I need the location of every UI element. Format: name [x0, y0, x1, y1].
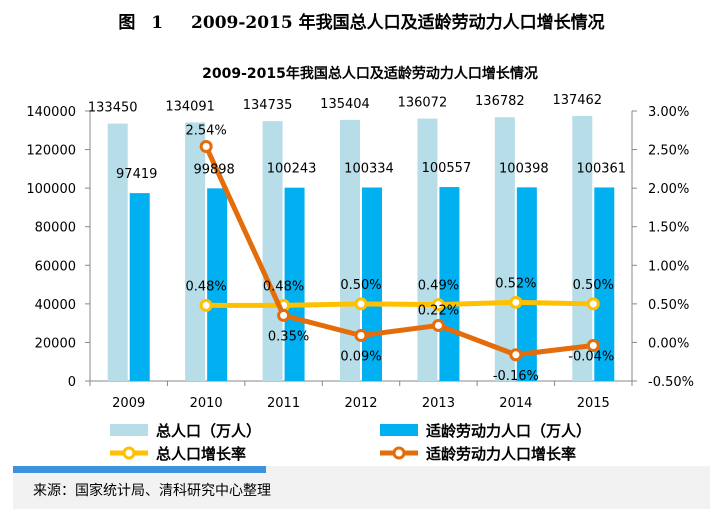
- bar-label-working-age: 100361: [576, 161, 626, 176]
- source-note: 来源：国家统计局、清科研究中心整理: [13, 473, 710, 509]
- y-left-tick-label: 80000: [35, 221, 76, 236]
- label-working-age-growth: 0.22%: [418, 303, 459, 318]
- bar-label-working-age: 100398: [499, 161, 549, 176]
- point-total-growth: [586, 297, 600, 311]
- bar-label-working-age: 97419: [116, 167, 157, 182]
- bar-total-population: [185, 122, 206, 381]
- y-right-tick-label: -0.50%: [648, 375, 694, 390]
- label-working-age-growth: 2.54%: [185, 123, 226, 138]
- figure-label: 图: [118, 13, 136, 33]
- legend-marker: [392, 446, 406, 460]
- point-working-age-growth: [431, 318, 445, 332]
- figure-title: 图 1 2009-2015 年我国总人口及适龄劳动力人口增长情况: [0, 8, 723, 33]
- label-working-age-growth: 0.09%: [340, 349, 381, 364]
- legend-label: 总人口增长率: [156, 445, 246, 463]
- point-working-age-growth: [509, 348, 523, 362]
- x-tick-label: 2011: [267, 396, 300, 411]
- bar-total-population: [417, 118, 438, 381]
- legend-item: 适龄劳动力人口（万人）: [380, 422, 591, 440]
- y-right-tick-label: 2.50%: [648, 144, 689, 159]
- x-tick-label: 2013: [422, 396, 455, 411]
- label-working-age-growth: -0.04%: [568, 350, 614, 365]
- label-total-growth: 0.48%: [263, 279, 304, 294]
- chart-title: 2009-2015年我国总人口及适龄劳动力人口增长情况: [202, 65, 538, 82]
- population-chart: 2009-2015年我国总人口及适龄劳动力人口增长情况 0 20000 40000 6…: [26, 65, 694, 463]
- y-left-tick-label: 60000: [35, 259, 76, 274]
- y-right-tick-label: 0.00%: [648, 336, 689, 351]
- y-left-tick-label: 20000: [35, 336, 76, 351]
- y-left-tick-label: 100000: [26, 182, 76, 197]
- y-right-tick-label: 3.00%: [648, 105, 689, 120]
- x-tick-label: 2014: [499, 396, 532, 411]
- bar-label-working-age: 100557: [422, 161, 472, 176]
- label-total-growth: 0.48%: [185, 279, 226, 294]
- figure-title-text: 2009-2015 年我国总人口及适龄劳动力人口增长情况: [191, 13, 605, 33]
- legend-swatch: [110, 424, 148, 436]
- bar-total-population: [494, 117, 515, 381]
- label-total-growth: 0.49%: [418, 279, 459, 294]
- x-tick-label: 2009: [112, 396, 145, 411]
- legend-label: 总人口（万人）: [156, 422, 261, 440]
- x-tick-label: 2015: [577, 396, 610, 411]
- point-working-age-growth: [277, 308, 291, 322]
- legend-item: 适龄劳动力人口增长率: [380, 445, 576, 463]
- y-left-tick-label: 40000: [35, 298, 76, 313]
- y-right-tick-label: 2.00%: [648, 182, 689, 197]
- label-working-age-growth: 0.35%: [268, 329, 309, 344]
- label-total-growth: 0.52%: [495, 276, 536, 291]
- y-left-tick-label: 0: [68, 375, 76, 390]
- point-working-age-growth: [199, 139, 213, 153]
- bar-label-total: 133450: [88, 101, 138, 116]
- legend-marker: [122, 446, 136, 460]
- legend-swatch: [380, 424, 418, 436]
- line-working-age-growth: [203, 145, 594, 358]
- bar-label-total: 136072: [398, 96, 448, 111]
- bar-working-age: [129, 193, 150, 381]
- y-left-tick-label: 140000: [26, 105, 76, 120]
- bar-working-age: [284, 187, 305, 381]
- x-tick-label: 2012: [344, 396, 377, 411]
- figure-number: 1: [151, 13, 164, 33]
- point-working-age-growth: [586, 339, 600, 353]
- point-total-growth: [354, 297, 368, 311]
- x-tick-label: 2010: [190, 396, 223, 411]
- bar-working-age: [207, 188, 228, 381]
- bar-label-total: 135404: [320, 97, 370, 112]
- label-total-growth: 0.50%: [573, 278, 614, 293]
- bar-label-working-age: 99898: [193, 162, 234, 177]
- point-working-age-growth: [354, 328, 368, 342]
- legend-item: 总人口（万人）: [110, 422, 261, 440]
- bar-total-population: [340, 119, 360, 382]
- bar-label-total: 137462: [552, 93, 602, 108]
- legend-label: 适龄劳动力人口增长率: [426, 445, 576, 463]
- y-right-tick-label: 0.50%: [648, 298, 689, 313]
- point-total-growth: [509, 295, 523, 309]
- point-total-growth: [431, 298, 445, 312]
- bar-label-working-age: 100243: [267, 162, 317, 177]
- label-working-age-growth: -0.16%: [493, 369, 539, 384]
- bar-label-total: 134735: [243, 98, 293, 113]
- bar-working-age: [594, 187, 615, 381]
- y-right-tick-label: 1.00%: [648, 259, 689, 274]
- point-total-growth: [199, 298, 213, 312]
- bar-label-total: 136782: [475, 94, 525, 109]
- bar-label-working-age: 100334: [344, 161, 394, 176]
- y-right-tick-label: 1.50%: [648, 221, 689, 236]
- label-total-growth: 0.50%: [340, 278, 381, 293]
- bar-label-total: 134091: [165, 99, 215, 114]
- y-left-tick-label: 120000: [26, 144, 76, 159]
- source-divider: [13, 466, 710, 473]
- bar-total-population: [572, 115, 593, 381]
- legend-item: 总人口增长率: [110, 445, 246, 463]
- bar-total-population: [107, 123, 128, 381]
- bar-working-age: [516, 187, 537, 381]
- line-total-growth: [206, 299, 594, 308]
- legend-label: 适龄劳动力人口（万人）: [426, 422, 591, 440]
